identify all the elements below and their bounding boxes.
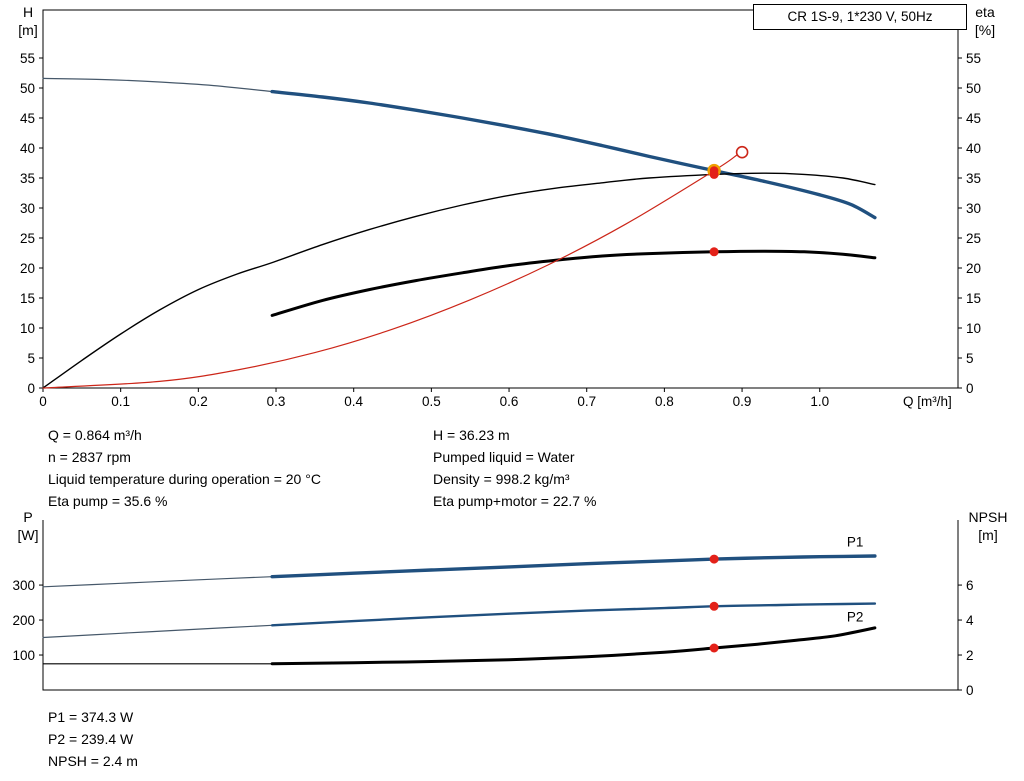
left-axis-tick-label: 40 [20, 141, 35, 156]
h-axis-title-unit: [m] [18, 22, 38, 38]
x-axis-tick-label: 0.7 [577, 394, 596, 409]
npsh-axis-title: NPSH [m] [958, 508, 1018, 544]
left-axis-tick-label: 35 [20, 171, 35, 186]
p2-point-marker [709, 601, 719, 611]
x-axis-tick-label: 0.5 [422, 394, 441, 409]
x-axis-tick-label: 0.8 [655, 394, 674, 409]
left-axis-tick-label: 200 [12, 613, 35, 628]
readout-density: Density = 998.2 kg/m³ [433, 471, 570, 487]
x-axis-unit-label: Q [m³/h] [903, 394, 952, 409]
p2-curve-label: P2 [847, 609, 864, 624]
eta-pump-point-marker [709, 169, 719, 179]
right-axis-tick-label: 40 [966, 141, 981, 156]
right-axis-tick-label: 5 [966, 351, 974, 366]
eta-axis-title-symbol: eta [975, 4, 995, 20]
right-axis-tick-label: 50 [966, 81, 981, 96]
duty-readout-left: Q = 0.864 m³/h n = 2837 rpm Liquid tempe… [48, 424, 321, 512]
left-axis-tick-label: 20 [20, 261, 35, 276]
p1-curve-extension [42, 576, 273, 588]
p1-curve-label: P1 [847, 535, 864, 550]
left-axis-tick-label: 55 [20, 51, 35, 66]
plot-frame [42, 9, 959, 389]
x-axis-tick-label: 0.6 [500, 394, 519, 409]
right-axis-tick-label: 15 [966, 291, 981, 306]
npsh-axis-title-symbol: NPSH [968, 509, 1008, 525]
left-axis-tick-label: 300 [12, 578, 35, 593]
readout-eta-pump-motor: Eta pump+motor = 22.7 % [433, 493, 597, 509]
p1-curve [270, 554, 877, 579]
right-axis-tick-label: 4 [966, 613, 974, 628]
duty-readout-right: H = 36.23 m Pumped liquid = Water Densit… [433, 424, 596, 512]
h-axis-title-symbol: H [22, 4, 34, 20]
qh-curve-extension [42, 77, 273, 93]
left-axis-tick-label: 5 [27, 351, 35, 366]
readout-pumped-liquid: Pumped liquid = Water [433, 449, 575, 465]
right-axis-tick-label: 2 [966, 648, 974, 663]
pump-model-box: CR 1S-9, 1*230 V, 50Hz [753, 4, 967, 30]
p-axis-title-unit: [W] [17, 527, 39, 543]
eta-pump-motor-point-marker [709, 247, 719, 257]
right-axis-tick-label: 35 [966, 171, 981, 186]
power-readout: P1 = 374.3 W P2 = 239.4 W NPSH = 2.4 m [48, 706, 138, 772]
left-axis-tick-label: 50 [20, 81, 35, 96]
eta-pump-motor-curve [270, 249, 877, 317]
left-axis-tick-label: 10 [20, 321, 35, 336]
left-axis-tick-label: 45 [20, 111, 35, 126]
right-axis-tick-label: 0 [966, 381, 974, 396]
top-chart: 0 5 10 15 20 25 30 35 40 45 50 55 0 5 10 15 20 25 30 35 40 45… [20, 9, 981, 409]
p-axis-title-symbol: P [23, 509, 33, 525]
x-axis-tick-label: 0.9 [733, 394, 752, 409]
left-axis-tick-label: 15 [20, 291, 35, 306]
system-curve [42, 154, 738, 389]
left-axis-tick-label: 100 [12, 648, 35, 663]
p-axis-title: P [W] [10, 508, 46, 544]
x-axis-tick-label: 1.0 [810, 394, 829, 409]
right-axis-tick-label: 25 [966, 231, 981, 246]
p2-curve [270, 602, 877, 627]
left-axis-tick-label: 25 [20, 231, 35, 246]
left-axis-tick-label: 0 [27, 381, 35, 396]
right-axis-tick-label: 0 [966, 683, 974, 698]
readout-npsh: NPSH = 2.4 m [48, 753, 138, 769]
right-axis-tick-label: 30 [966, 201, 981, 216]
x-axis-tick-label: 0.3 [267, 394, 286, 409]
npsh-point-marker [709, 643, 719, 653]
p2-curve-extension [42, 624, 273, 639]
readout-speed: n = 2837 rpm [48, 449, 131, 465]
x-axis-tick-label: 0.1 [111, 394, 130, 409]
eta-axis-title-unit: [%] [974, 22, 996, 38]
plot-frame [42, 520, 959, 691]
x-axis-tick-label: 0.2 [189, 394, 208, 409]
readout-h: H = 36.23 m [433, 427, 510, 443]
rated-point-marker [735, 145, 749, 159]
right-axis-tick-label: 45 [966, 111, 981, 126]
readout-q: Q = 0.864 m³/h [48, 427, 142, 443]
x-axis-tick-label: 0 [39, 394, 47, 409]
readout-eta-pump: Eta pump = 35.6 % [48, 493, 168, 509]
right-axis-tick-label: 6 [966, 578, 974, 593]
x-axis-tick-label: 0.4 [344, 394, 363, 409]
npsh-curve [270, 626, 877, 666]
right-axis-tick-label: 55 [966, 51, 981, 66]
h-axis-title: H [m] [10, 3, 46, 39]
bottom-chart: 100 200 300 0 2 4 6 P1 P2 [12, 520, 974, 698]
left-axis-tick-label: 30 [20, 201, 35, 216]
readout-p2: P2 = 239.4 W [48, 731, 134, 747]
right-axis-tick-label: 10 [966, 321, 981, 336]
right-axis-tick-label: 20 [966, 261, 981, 276]
p1-point-marker [709, 554, 719, 564]
npsh-axis-title-unit: [m] [978, 527, 998, 543]
eta-axis-title: eta [%] [962, 3, 1008, 39]
readout-liquid-temp: Liquid temperature during operation = 20… [48, 471, 321, 487]
qh-curve [270, 89, 877, 220]
eta-pump-curve [42, 172, 876, 389]
readout-p1: P1 = 374.3 W [48, 709, 134, 725]
